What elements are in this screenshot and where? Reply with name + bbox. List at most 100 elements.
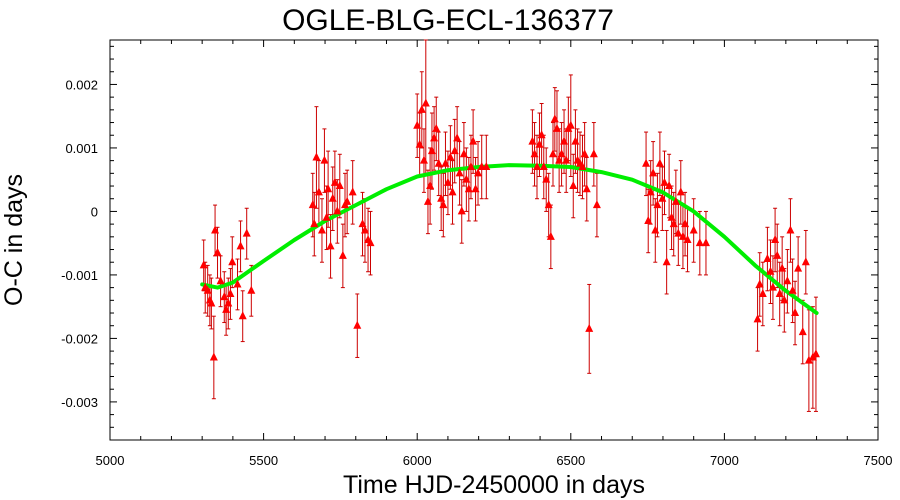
data-point — [578, 161, 587, 170]
data-point — [242, 228, 251, 237]
data-point — [585, 323, 594, 332]
data-point — [768, 282, 777, 291]
data-point — [653, 200, 662, 209]
data-point — [333, 206, 342, 215]
y-tick-label: -0.003 — [61, 395, 98, 410]
data-point — [758, 288, 767, 297]
data-point — [530, 149, 539, 158]
data-point — [778, 263, 787, 272]
data-point — [571, 136, 580, 145]
data-point — [459, 149, 468, 158]
data-point — [471, 184, 480, 193]
data-point — [236, 241, 245, 250]
data-point — [366, 238, 375, 247]
data-point — [566, 120, 575, 129]
data-point — [238, 311, 247, 320]
data-point — [441, 158, 450, 167]
data-point — [423, 196, 432, 205]
data-point — [555, 155, 564, 164]
data-point — [203, 285, 212, 294]
data-point — [773, 250, 782, 259]
data-point — [330, 177, 339, 186]
fit-curve-group — [200, 163, 819, 315]
plot-area: 5000 5500 6000 6500 7000 7500 0.002 0.001 0 -0.0… — [61, 39, 893, 468]
data-point — [569, 181, 578, 190]
data-point — [426, 181, 435, 190]
x-tick-label: 6000 — [403, 453, 432, 468]
data-point — [804, 355, 813, 364]
data-point — [667, 212, 676, 221]
data-point — [228, 257, 237, 266]
data-point — [557, 149, 566, 158]
data-point — [343, 196, 352, 205]
x-tick-label: 5000 — [96, 453, 125, 468]
data-point — [552, 123, 561, 132]
data-point — [413, 120, 422, 129]
data-point — [780, 295, 789, 304]
data-point — [474, 168, 483, 177]
data-point — [788, 285, 797, 294]
data-point — [233, 279, 242, 288]
data-point — [671, 196, 680, 205]
data-point — [415, 139, 424, 148]
data-point — [791, 308, 800, 317]
data-point — [443, 177, 452, 186]
data-point — [669, 219, 678, 228]
data-point — [437, 193, 446, 202]
data-point — [753, 314, 762, 323]
data-point — [662, 257, 671, 266]
data-point — [419, 155, 428, 164]
data-point — [592, 200, 601, 209]
data-point — [783, 276, 792, 285]
data-point — [430, 133, 439, 142]
data-point — [469, 136, 478, 145]
data-point — [701, 238, 710, 247]
data-point — [353, 320, 362, 329]
data-point — [358, 219, 367, 228]
data-point — [320, 155, 329, 164]
data-point — [247, 285, 256, 294]
data-point — [348, 187, 357, 196]
data-point — [660, 177, 669, 186]
data-point — [544, 200, 553, 209]
data-point — [213, 247, 222, 256]
data-point — [533, 161, 542, 170]
data-point — [439, 200, 448, 209]
data-point — [786, 225, 795, 234]
y-tick-label: 0 — [91, 204, 98, 219]
y-axis-label: O-C in days — [0, 174, 28, 306]
data-point — [222, 304, 231, 313]
data-point — [324, 184, 333, 193]
data-point — [644, 215, 653, 224]
data-point — [310, 219, 319, 228]
minor-ticks — [110, 40, 878, 441]
y-axis-ticks: 0.002 0.001 0 -0.001 -0.002 -0.003 — [61, 77, 878, 410]
data-point — [580, 149, 589, 158]
data-point — [528, 136, 537, 145]
data-point — [651, 225, 660, 234]
x-tick-label: 6500 — [556, 453, 585, 468]
data-point — [338, 250, 347, 259]
x-tick-label: 7500 — [864, 453, 893, 468]
data-point — [646, 187, 655, 196]
data-point — [211, 225, 220, 234]
data-point — [312, 152, 321, 161]
data-point — [326, 241, 335, 250]
plot-frame — [109, 39, 879, 441]
data-point — [207, 298, 216, 307]
data-point — [224, 298, 233, 307]
data-point — [801, 257, 810, 266]
data-point — [649, 168, 658, 177]
x-axis-ticks: 5000 5500 6000 6500 7000 7500 — [96, 40, 893, 468]
data-point — [421, 98, 430, 107]
data-point — [453, 133, 462, 142]
fit-curve — [200, 163, 819, 315]
data-point — [317, 225, 326, 234]
data-point — [322, 212, 331, 221]
data-point — [220, 292, 229, 301]
data-point — [432, 123, 441, 132]
data-point — [226, 288, 235, 297]
data-point — [589, 149, 598, 158]
x-tick-label: 7000 — [710, 453, 739, 468]
